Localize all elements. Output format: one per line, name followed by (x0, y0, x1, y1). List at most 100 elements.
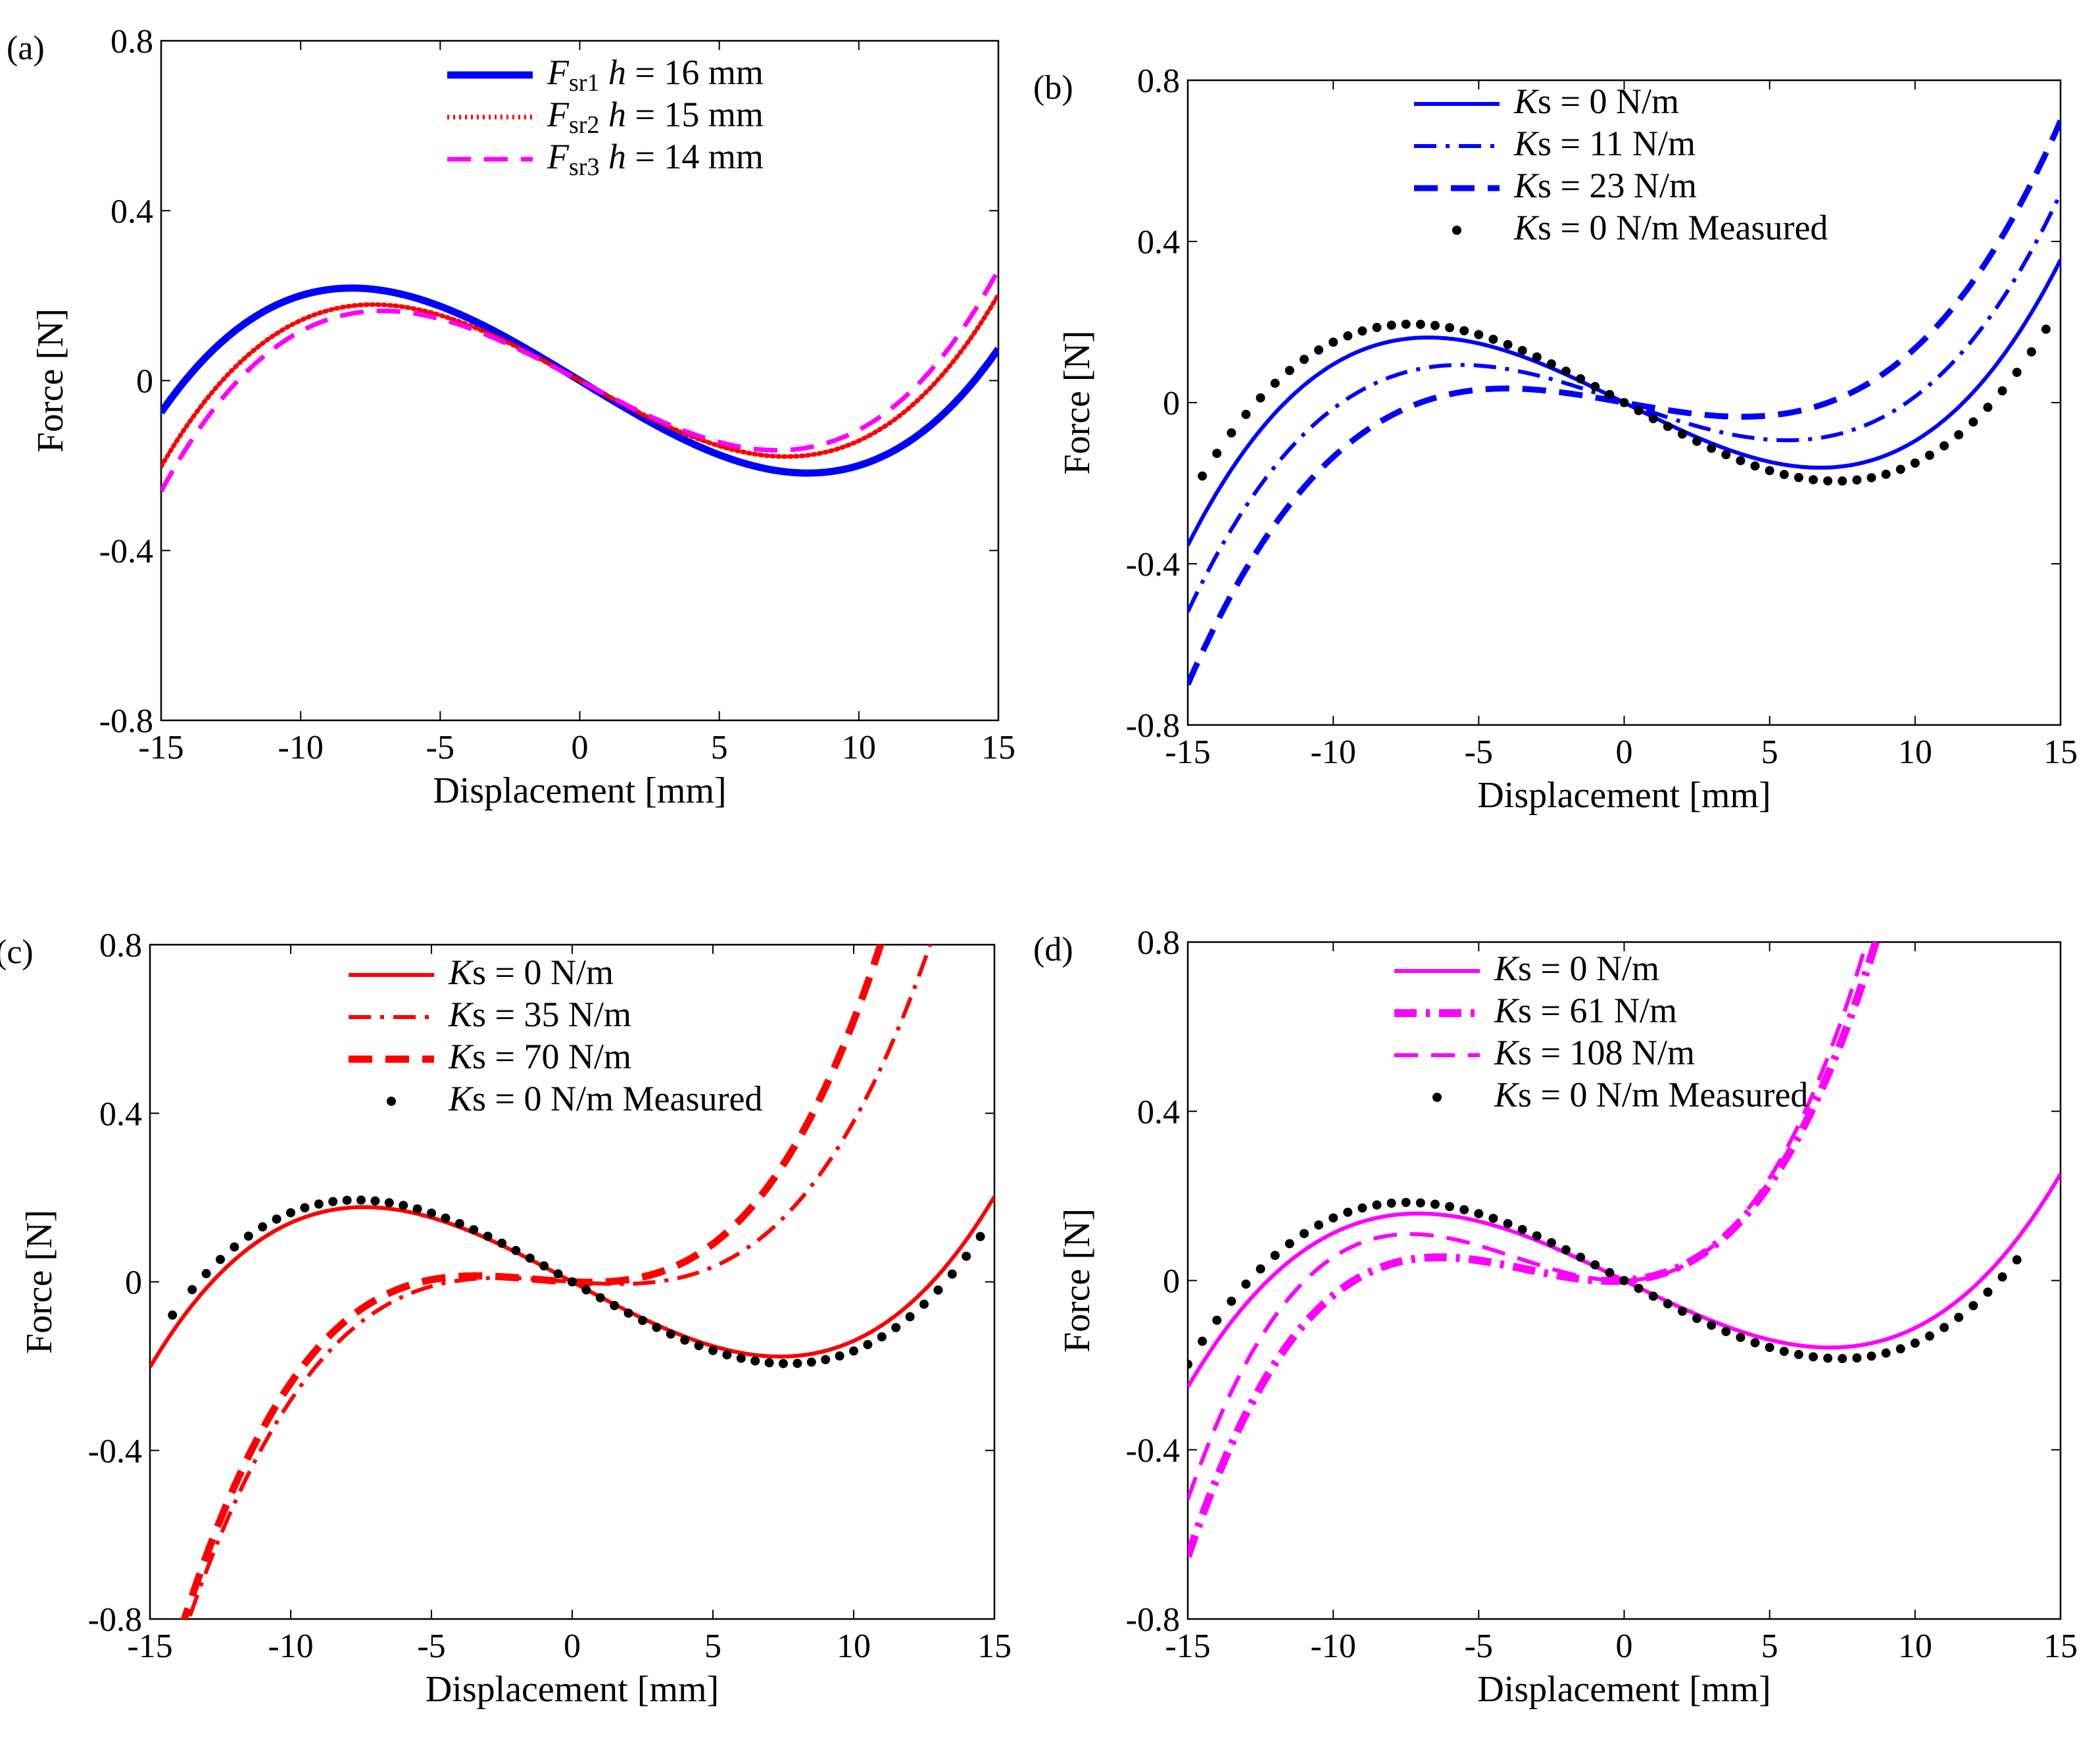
measured-point (1430, 320, 1440, 330)
measured-point (370, 1196, 380, 1206)
measured-point (581, 1285, 591, 1295)
y-tick-label: 0 (1163, 385, 1180, 422)
legend-label: Ks = 61 N/m (1494, 991, 1677, 1030)
y-tick-label: -0.4 (1126, 1432, 1180, 1470)
measured-point (1707, 1320, 1717, 1330)
measured-point (1386, 1198, 1396, 1208)
measured-point (1198, 1336, 1208, 1346)
legend-label: Ks = 0 N/m (1513, 82, 1679, 121)
measured-point (1314, 345, 1324, 355)
measured-point (1386, 320, 1396, 330)
measured-point (1940, 441, 1949, 451)
chart-panel-3: -15 -10 -5 0 5 10 15 0.8 0.4 0 -0.4 -0.8 Displacemen… (0, 927, 1012, 1710)
measured-point (454, 1218, 464, 1228)
measured-point (483, 1232, 493, 1241)
measured-point (1910, 1338, 1920, 1348)
measured-point (1605, 1268, 1615, 1278)
y-axis-label: Force [N] (1057, 1208, 1098, 1353)
measured-point (441, 1213, 451, 1223)
measured-point (384, 1198, 394, 1208)
measured-point (1284, 366, 1294, 376)
measured-point (1997, 1272, 2007, 1282)
measured-point (1241, 1279, 1251, 1289)
measured-point (1474, 330, 1484, 339)
measured-point (1590, 1260, 1600, 1270)
measured-point (1256, 393, 1265, 403)
measured-point (1561, 1245, 1571, 1255)
measured-point (1576, 374, 1586, 384)
series-line-2 (1188, 942, 1880, 1558)
measured-point (1343, 1207, 1353, 1217)
legend-label: Ks = 0 N/m (1494, 949, 1659, 988)
measured-point (764, 1358, 774, 1368)
x-tick-label: 10 (837, 1628, 871, 1665)
measured-point (1852, 475, 1862, 485)
x-tick-label: 5 (1761, 1628, 1778, 1665)
measured-point (1561, 366, 1571, 376)
x-tick-label: 10 (1898, 734, 1932, 771)
measured-point (1532, 1231, 1542, 1241)
measured-point (1546, 359, 1556, 369)
legend-label: Fsr1 h = 16 mm (547, 53, 764, 97)
measured-point (835, 1351, 844, 1361)
measured-point (1256, 1264, 1265, 1274)
measured-point (1867, 1351, 1876, 1361)
measured-point (469, 1225, 479, 1235)
x-axis-label: Displacement [mm] (426, 1669, 719, 1710)
x-tick-label: 0 (1616, 1628, 1633, 1665)
measured-point (1503, 339, 1513, 349)
y-tick-label: 0.8 (99, 927, 142, 964)
measured-point (216, 1255, 225, 1264)
measured-point (1517, 345, 1527, 355)
x-tick-label: 0 (572, 729, 589, 766)
measured-point (1750, 1338, 1760, 1348)
measured-point (1401, 319, 1411, 329)
y-tick-label: -0.8 (1126, 1601, 1180, 1639)
measured-point (1983, 403, 1993, 412)
measured-point (328, 1197, 338, 1207)
y-tick-label: 0 (136, 363, 153, 401)
measured-point (1794, 472, 1803, 482)
measured-point (806, 1357, 816, 1367)
measured-point (1779, 1347, 1789, 1357)
measured-point (2012, 1255, 2022, 1265)
legend-label: Ks = 0 N/m Measured (1513, 208, 1828, 247)
measured-point (511, 1245, 521, 1255)
measured-point (1823, 476, 1833, 486)
measured-point (1677, 429, 1687, 439)
legend-marker (387, 1097, 396, 1106)
x-tick-label: 15 (2043, 1628, 2078, 1665)
legend: Ks = 0 N/mKs = 35 N/mKs = 70 N/mKs = 0 N… (349, 953, 762, 1118)
x-tick-label: 10 (1898, 1628, 1932, 1665)
measured-point (1924, 1331, 1934, 1341)
measured-point (750, 1356, 760, 1366)
plot-area (150, 945, 994, 1619)
measured-point (2012, 368, 2022, 378)
measured-point (947, 1269, 957, 1279)
legend-label: Ks = 0 N/m (448, 953, 614, 992)
measured-point (1663, 1299, 1673, 1308)
measured-point (1517, 1224, 1527, 1234)
x-tick-label: 0 (1616, 734, 1633, 771)
legend-label: Ks = 0 N/m Measured (1494, 1075, 1808, 1114)
y-tick-label: 0.8 (110, 23, 153, 61)
measured-point (258, 1222, 268, 1232)
x-tick-label: -15 (1165, 1628, 1210, 1665)
y-tick-label: -0.4 (88, 1433, 142, 1470)
measured-point (821, 1355, 831, 1364)
measured-point (1968, 1301, 1978, 1310)
legend: Ks = 0 N/mKs = 61 N/mKs = 108 N/mKs = 0 … (1394, 949, 1808, 1114)
measured-point (1445, 1202, 1455, 1212)
measured-point (1809, 1352, 1819, 1362)
x-tick-label: -5 (417, 1628, 445, 1665)
measured-point (680, 1335, 690, 1345)
measured-point (905, 1312, 915, 1322)
x-tick-label: -10 (278, 729, 324, 766)
legend-label: Ks = 70 N/m (448, 1037, 631, 1076)
measured-point (1765, 466, 1774, 476)
measured-point (863, 1339, 873, 1349)
measured-point (1634, 406, 1644, 416)
panel-label: (c) (0, 934, 34, 971)
x-tick-label: 5 (704, 1628, 721, 1665)
measured-point (1779, 470, 1789, 480)
